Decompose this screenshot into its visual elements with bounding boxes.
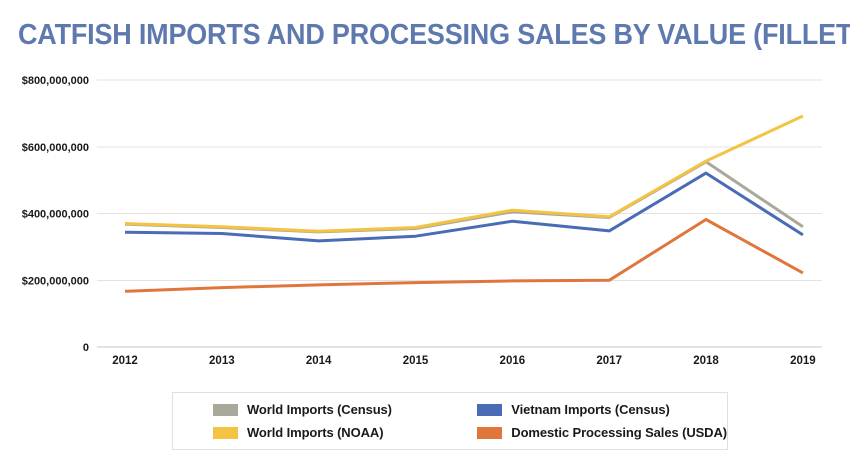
- x-axis-tick-label: 2014: [306, 355, 332, 367]
- legend-item-vietnam-imports-census: Vietnam Imports (Census): [437, 402, 727, 417]
- y-axis-tick-label: $400,000,000: [22, 209, 89, 221]
- legend-swatch-icon: [213, 426, 238, 439]
- x-axis-tick-label: 2012: [112, 355, 138, 367]
- plot-area: 0 $200,000,000 $400,000,000 $600,000,000 $80…: [22, 75, 822, 367]
- legend-label: Vietnam Imports (Census): [511, 402, 670, 417]
- chart-legend: World Imports (Census) Vietnam Imports (…: [172, 392, 728, 450]
- series-line: [124, 171, 804, 243]
- chart-title: CATFISH IMPORTS AND PROCESSING SALES BY …: [18, 19, 850, 51]
- legend-swatch-icon: [477, 426, 503, 439]
- x-axis-tick-label: 2019: [790, 355, 816, 367]
- legend-label: World Imports (NOAA): [247, 425, 384, 440]
- x-axis-tick-label: 2013: [209, 355, 235, 367]
- plot-svg: 0 $200,000,000 $400,000,000 $600,000,000 $80…: [22, 75, 822, 367]
- gridlines: [97, 79, 822, 348]
- series-line: [124, 218, 804, 293]
- y-axis-tick-label: $800,000,000: [22, 75, 89, 87]
- x-axis-tick-label: 2015: [403, 355, 429, 367]
- y-axis-tick-label: $200,000,000: [22, 275, 89, 287]
- series-line: [124, 114, 804, 233]
- legend-swatch-icon: [213, 403, 238, 416]
- y-axis-tick-labels: 0 $200,000,000 $400,000,000 $600,000,000 $80…: [22, 75, 89, 354]
- x-axis-tick-label: 2016: [500, 355, 526, 367]
- y-axis-tick-label: $600,000,000: [22, 142, 89, 154]
- x-axis-tick-labels: 2012 2013 2014 2015 2016 2017 2018 2019: [112, 355, 815, 367]
- legend-item-domestic-processing-sales-usda: Domestic Processing Sales (USDA): [437, 425, 727, 440]
- legend-swatch-icon: [477, 403, 503, 416]
- y-axis-tick-label: 0: [83, 342, 89, 354]
- series-lines: [124, 114, 804, 293]
- legend-item-world-imports-noaa: World Imports (NOAA): [173, 425, 437, 440]
- x-axis-tick-label: 2017: [596, 355, 622, 367]
- legend-label: World Imports (Census): [247, 402, 392, 417]
- legend-label: Domestic Processing Sales (USDA): [511, 425, 727, 440]
- x-axis-tick-label: 2018: [693, 355, 719, 367]
- legend-item-world-imports-census: World Imports (Census): [173, 402, 437, 417]
